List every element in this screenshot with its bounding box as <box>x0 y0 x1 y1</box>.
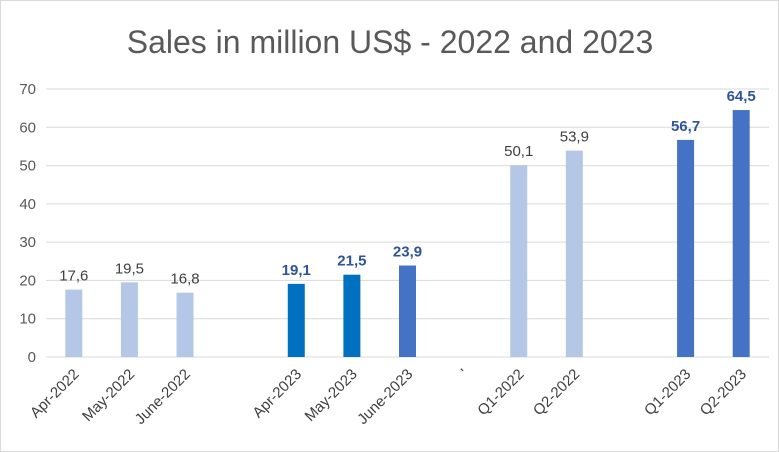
x-tick-label: Apr-2023 <box>249 366 305 422</box>
bar <box>343 274 361 357</box>
y-tick-label: 20 <box>19 272 36 289</box>
x-tick-label: Q1-2022 <box>474 366 527 419</box>
bar <box>399 265 416 357</box>
data-labels: 17,6 19,5 16,8 19,1 21,5 23,9 50,1 53,9 56,7 64,5 <box>59 88 756 288</box>
y-tick-label: 30 <box>19 234 36 251</box>
x-tick-label: Q2-2023 <box>697 366 750 419</box>
bar <box>565 150 583 357</box>
data-label: 19,5 <box>115 260 144 277</box>
y-tick-label: 70 <box>19 81 36 98</box>
y-tick-label: 50 <box>19 158 36 175</box>
data-label: 19,1 <box>282 262 311 279</box>
bar <box>176 292 194 357</box>
bar <box>65 289 83 357</box>
x-tick-label: Apr-2022 <box>27 366 83 422</box>
bar <box>510 165 528 357</box>
data-label: 21,5 <box>337 253 366 270</box>
y-axis-ticks: 0 10 20 30 40 50 60 70 <box>19 81 36 366</box>
x-tick-label: Q2-2022 <box>530 366 583 419</box>
x-tick-label: Q1-2023 <box>641 366 694 419</box>
chart-title: Sales in million US$ - 2022 and 2023 <box>127 24 654 60</box>
data-label: 53,9 <box>560 129 589 146</box>
y-tick-label: 10 <box>19 311 36 328</box>
bar <box>677 139 695 357</box>
data-label: 50,1 <box>504 143 533 160</box>
x-tick-label: June-2022 <box>132 366 194 428</box>
x-tick-label: May-2022 <box>79 366 138 425</box>
bar <box>732 110 750 357</box>
x-tick-label: ' <box>458 366 472 380</box>
data-label: 64,5 <box>727 88 756 105</box>
data-label: 23,9 <box>393 243 422 260</box>
data-label: 16,8 <box>170 271 199 288</box>
bars <box>65 110 750 357</box>
bar <box>287 283 305 357</box>
data-label: 56,7 <box>671 118 700 135</box>
x-tick-label: May-2023 <box>302 366 361 425</box>
bar <box>120 282 138 357</box>
y-tick-label: 40 <box>19 196 36 213</box>
y-tick-label: 0 <box>28 349 36 366</box>
y-tick-label: 60 <box>19 119 36 136</box>
data-label: 17,6 <box>59 268 88 285</box>
x-tick-label: June-2023 <box>354 366 416 428</box>
